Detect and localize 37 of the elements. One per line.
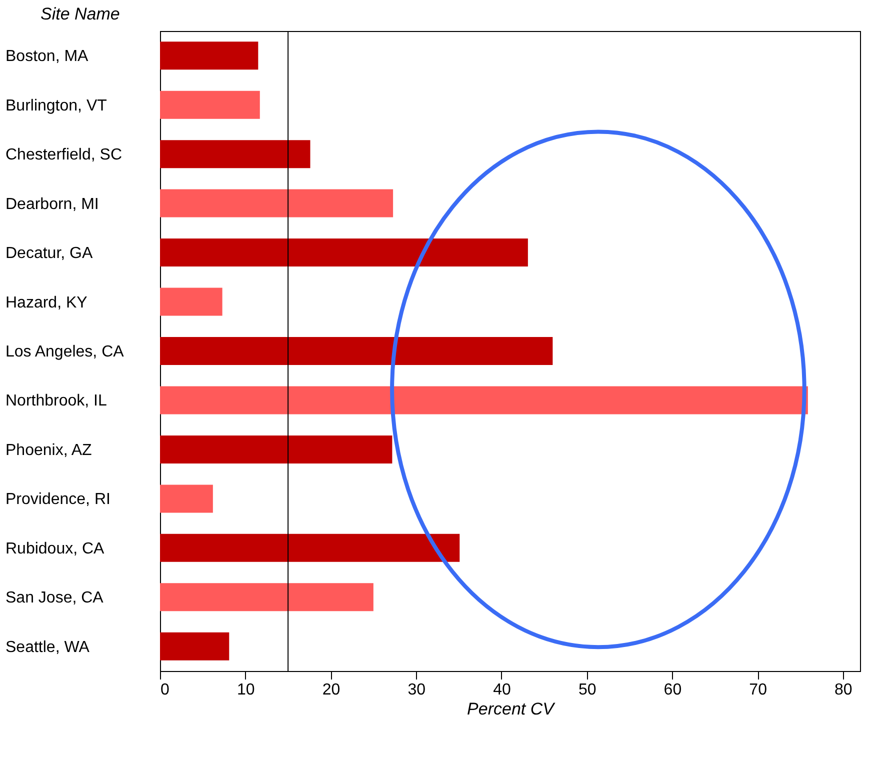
bar	[160, 534, 460, 562]
y-tick-label: Burlington, VT	[6, 97, 108, 114]
x-tick-label: 10	[236, 682, 255, 698]
bar	[160, 189, 394, 218]
bar	[160, 386, 808, 414]
x-axis-title: Percent CV	[467, 700, 556, 718]
bar	[160, 435, 392, 464]
y-tick-label: Seattle, WA	[6, 638, 90, 656]
bar	[160, 484, 213, 513]
bar	[160, 337, 553, 365]
y-tick-label: Dearborn, MI	[6, 196, 99, 213]
x-tick-label: 70	[749, 682, 768, 698]
bar	[160, 632, 230, 660]
y-tick-label: Rubidoux, CA	[6, 540, 105, 558]
x-tick-label: 60	[664, 682, 682, 698]
y-tick-label: Decatur, GA	[6, 245, 93, 262]
y-tick-label: San Jose, CA	[6, 590, 104, 607]
bar	[160, 90, 260, 119]
bar	[160, 42, 258, 70]
bar	[160, 583, 374, 612]
x-tick-label: 80	[834, 682, 852, 698]
bar	[160, 238, 528, 267]
y-tick-label: Hazard, KY	[6, 294, 88, 312]
y-axis-title: Site Name	[40, 4, 120, 24]
x-tick-label: 50	[578, 682, 596, 698]
y-tick-label: Chesterfield, SC	[6, 146, 122, 164]
y-tick-label: Northbrook, IL	[6, 392, 107, 410]
bar	[160, 140, 310, 168]
bar	[160, 288, 222, 316]
y-tick-label: Phoenix, AZ	[6, 442, 92, 459]
x-tick-label: 30	[408, 682, 426, 698]
y-tick-label: Los Angeles, CA	[6, 344, 124, 360]
y-tick-label: Boston, MA	[6, 48, 89, 66]
x-tick-label: 40	[493, 682, 511, 698]
x-tick-label: 0	[160, 682, 170, 698]
y-tick-label: Providence, RI	[6, 491, 110, 508]
x-tick-label: 20	[322, 682, 340, 698]
